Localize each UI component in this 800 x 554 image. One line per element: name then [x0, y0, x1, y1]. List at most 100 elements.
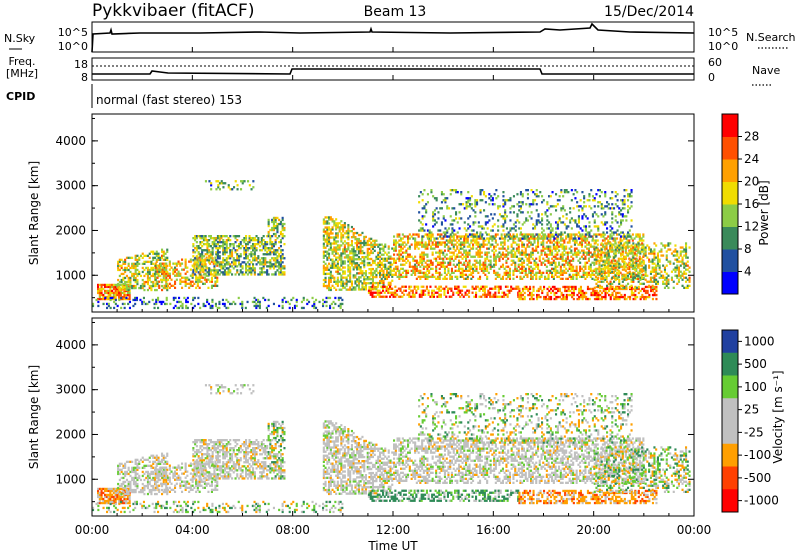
power-cell: [246, 241, 249, 244]
power-cell: [504, 293, 507, 296]
power-cell: [371, 261, 374, 265]
power-cell: [609, 293, 612, 297]
power-cell: [546, 203, 549, 206]
power-cell: [209, 269, 212, 272]
power-cell: [412, 257, 415, 260]
power-cell: [192, 249, 195, 252]
power-cell: [452, 253, 455, 256]
power-cell: [600, 191, 603, 194]
power-cell: [459, 295, 462, 298]
power-cell: [324, 240, 327, 243]
power-cell: [522, 251, 525, 254]
power-cell: [220, 245, 223, 248]
power-cell: [260, 263, 263, 266]
power-cell: [563, 189, 566, 192]
power-cell: [445, 273, 448, 276]
power-cell: [368, 243, 371, 247]
power-cell: [521, 261, 524, 264]
power-cell: [398, 275, 401, 278]
power-cell: [452, 271, 455, 274]
power-cell: [562, 221, 565, 224]
power-cell: [480, 285, 483, 288]
power-cell: [570, 233, 573, 236]
power-cell: [584, 239, 587, 242]
power-cell: [374, 291, 377, 294]
power-cell: [509, 211, 512, 214]
power-cell: [363, 280, 366, 283]
power-cell: [559, 235, 562, 238]
power-cell: [269, 237, 272, 240]
power-cell: [375, 273, 378, 277]
power-cell: [623, 295, 626, 299]
power-cell: [547, 245, 550, 248]
power-cell: [517, 249, 520, 252]
power-cell: [272, 222, 275, 226]
power-cell: [387, 287, 390, 291]
power-cell: [419, 257, 422, 260]
power-cell: [146, 278, 149, 282]
power-cell: [560, 189, 563, 192]
power-cell: [216, 247, 219, 250]
power-cell: [361, 260, 364, 263]
power-cell: [213, 243, 216, 246]
power-cell: [572, 237, 575, 240]
power-cell: [472, 209, 475, 212]
power-cell: [199, 269, 202, 272]
power-cell: [329, 258, 332, 261]
power-cell: [510, 285, 513, 288]
power-cell: [100, 291, 103, 295]
power-cell: [477, 249, 480, 252]
power-cell: [530, 211, 533, 214]
power-cell: [350, 236, 353, 239]
power-cell: [119, 283, 122, 287]
power-cell: [340, 240, 343, 243]
power-cell: [519, 267, 522, 270]
power-cell: [257, 273, 260, 276]
power-cell: [202, 239, 205, 242]
power-cell: [168, 276, 171, 279]
power-cell: [523, 291, 526, 295]
power-cell: [255, 259, 258, 262]
power-cell: [518, 221, 521, 224]
power-cell: [347, 224, 350, 227]
power-cell: [391, 263, 394, 266]
power-cell: [497, 207, 500, 210]
power-cell: [410, 243, 413, 246]
power-cell: [446, 197, 449, 200]
power-cell: [605, 271, 608, 274]
power-cell: [489, 263, 492, 266]
power-cell: [234, 263, 237, 266]
power-cell: [532, 223, 535, 226]
power-cell: [154, 266, 157, 269]
power-cell: [490, 229, 493, 232]
power-cell: [556, 235, 559, 238]
power-cell: [535, 247, 538, 250]
power-cell: [581, 229, 584, 232]
power-cell: [544, 233, 547, 236]
power-cell: [432, 295, 435, 298]
power-cell: [477, 253, 480, 256]
power-cell: [605, 275, 608, 278]
power-cell: [593, 258, 596, 261]
power-cell: [150, 274, 153, 278]
power-cell: [449, 233, 452, 236]
power-cell: [386, 267, 389, 270]
power-cell: [508, 267, 511, 270]
power-cell: [484, 257, 487, 260]
power-cell: [227, 239, 230, 242]
power-cell: [435, 259, 438, 262]
power-cell: [549, 241, 552, 244]
power-cell: [168, 282, 171, 285]
power-cell: [349, 258, 352, 261]
power-cell: [322, 254, 325, 257]
power-cell: [572, 219, 575, 222]
power-cell: [210, 188, 213, 191]
power-cell: [650, 289, 653, 293]
power-cell: [331, 274, 334, 277]
power-cell: [343, 270, 346, 273]
power-cell: [264, 241, 267, 244]
power-cell: [184, 264, 187, 267]
power-cell: [450, 257, 453, 260]
power-cell: [469, 203, 472, 206]
power-cell: [331, 242, 334, 245]
